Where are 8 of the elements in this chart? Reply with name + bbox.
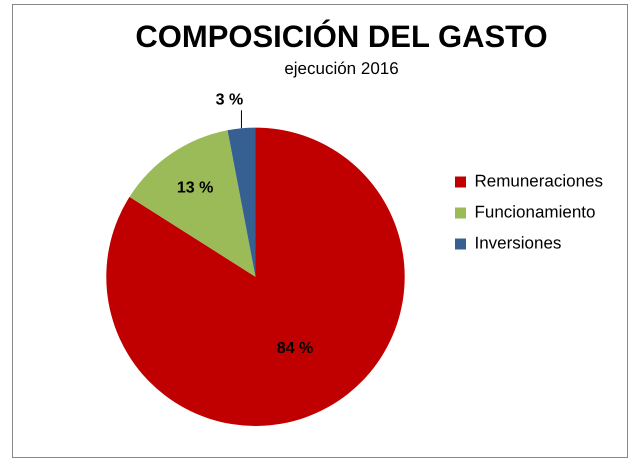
chart-title: COMPOSICIÓN DEL GASTO — [135, 19, 548, 54]
data-label: 84 % — [276, 340, 314, 358]
data-label: 13 % — [176, 179, 214, 196]
chart-subtitle: ejecución 2016 — [284, 59, 399, 78]
legend-label: Remuneraciones — [474, 172, 604, 191]
legend-label: Funcionamiento — [474, 202, 596, 222]
legend-label: Inversiones — [474, 234, 562, 253]
data-label: 3 % — [216, 92, 244, 109]
